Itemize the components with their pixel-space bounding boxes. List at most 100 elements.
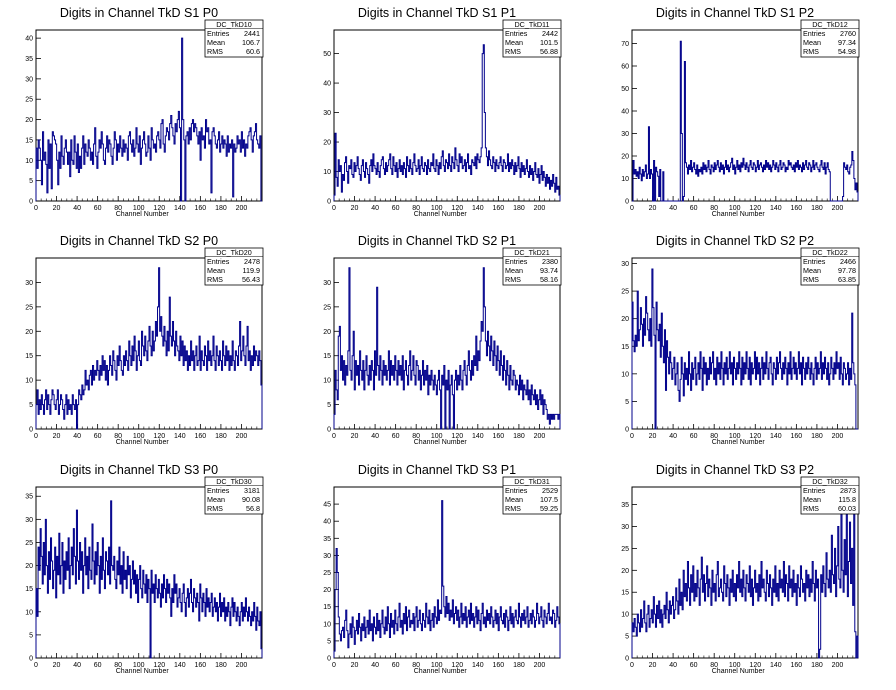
- x-tick-label: 40: [371, 205, 379, 212]
- histogram-series: [35, 267, 263, 430]
- x-tick-label: 200: [236, 205, 248, 212]
- y-tick-label: 10: [621, 371, 629, 378]
- stats-box: [204, 19, 264, 58]
- x-tick-label: 100: [431, 433, 443, 440]
- y-tick-label: 30: [25, 280, 33, 287]
- y-tick-label: 30: [25, 517, 33, 524]
- stats-name: DC_TkD12: [812, 20, 848, 29]
- stats-label: Mean: [505, 38, 523, 47]
- x-tick-label: 0: [34, 433, 38, 440]
- x-tick-label: 160: [791, 662, 803, 669]
- x-tick-label: 20: [53, 662, 61, 669]
- stats-value: 2466: [840, 257, 856, 266]
- x-tick-label: 140: [174, 433, 186, 440]
- y-tick-label: 25: [25, 97, 33, 104]
- y-tick-label: 30: [323, 110, 331, 117]
- x-axis-label: Channel Number: [116, 668, 170, 675]
- x-tick-label: 180: [811, 433, 823, 440]
- x-tick-label: 180: [811, 662, 823, 669]
- y-tick-label: 20: [621, 154, 629, 161]
- y-tick-label: 0: [625, 427, 629, 434]
- histogram-series: [35, 500, 263, 659]
- x-tick-label: 200: [832, 662, 844, 669]
- stats-value: 58.16: [540, 275, 558, 284]
- stats-name: DC_TkD31: [514, 477, 550, 486]
- y-tick-label: 20: [323, 140, 331, 147]
- panel-title: Digits in Channel TkD S3 P1: [358, 463, 516, 477]
- x-tick-label: 100: [133, 205, 145, 212]
- y-tick-label: 20: [323, 329, 331, 336]
- panel-6: Digits in Channel TkD S2 P20 20 40 60 80 100 1…: [621, 234, 860, 446]
- histogram-series: [333, 500, 561, 658]
- y-tick-label: 35: [25, 494, 33, 501]
- stats-value: 97.78: [838, 266, 856, 275]
- y-tick-label: 10: [25, 158, 33, 165]
- x-tick-label: 100: [133, 662, 145, 669]
- stats-box: [800, 19, 860, 58]
- stats-label: RMS: [207, 275, 223, 284]
- y-tick-label: 5: [29, 178, 33, 185]
- x-axis-label: Channel Number: [414, 211, 468, 218]
- y-tick-label: 10: [25, 609, 33, 616]
- panel-8: Digits in Channel TkD S3 P10 20 40 60 80 100 1…: [323, 463, 562, 675]
- stats-value: 63.85: [838, 275, 856, 284]
- stats-value: 60.6: [246, 47, 260, 56]
- stats-label: Entries: [207, 257, 230, 266]
- x-tick-label: 40: [73, 662, 81, 669]
- x-tick-label: 160: [195, 205, 207, 212]
- x-axis-label: Channel Number: [712, 211, 766, 218]
- panel-7: Digits in Channel TkD S3 P00 20 40 60 80 100 1…: [25, 463, 264, 675]
- panel-title: Digits in Channel TkD S2 P0: [60, 234, 218, 248]
- x-tick-label: 200: [534, 205, 546, 212]
- x-tick-label: 120: [451, 433, 463, 440]
- stats-name: DC_TkD20: [216, 248, 252, 257]
- y-tick-label: 5: [625, 399, 629, 406]
- histogram-series: [333, 44, 561, 201]
- y-tick-label: 35: [323, 536, 331, 543]
- stats-label: Mean: [207, 266, 225, 275]
- x-tick-label: 60: [94, 205, 102, 212]
- y-tick-label: 25: [621, 289, 629, 296]
- y-tick-label: 30: [621, 131, 629, 138]
- x-tick-label: 60: [392, 662, 400, 669]
- y-tick-label: 10: [621, 176, 629, 183]
- x-tick-label: 0: [630, 205, 634, 212]
- stats-label: Mean: [207, 495, 225, 504]
- stats-name: DC_TkD22: [812, 248, 848, 257]
- x-tick-label: 140: [770, 433, 782, 440]
- stats-value: 2478: [244, 257, 260, 266]
- y-tick-label: 10: [323, 621, 331, 628]
- stats-label: Mean: [505, 266, 523, 275]
- x-tick-label: 100: [431, 662, 443, 669]
- x-tick-label: 80: [114, 662, 122, 669]
- stats-name: DC_TkD10: [216, 20, 252, 29]
- y-tick-label: 0: [327, 427, 331, 434]
- y-tick-label: 0: [29, 427, 33, 434]
- y-tick-label: 25: [25, 304, 33, 311]
- x-tick-label: 80: [114, 433, 122, 440]
- x-tick-label: 0: [332, 433, 336, 440]
- histogram-series: [632, 40, 859, 202]
- x-axis-label: Channel Number: [116, 439, 170, 446]
- y-tick-label: 15: [25, 137, 33, 144]
- stats-label: Entries: [207, 486, 230, 495]
- y-tick-label: 15: [323, 353, 331, 360]
- y-tick-label: 40: [323, 81, 331, 88]
- x-tick-label: 140: [174, 205, 186, 212]
- stats-name: DC_TkD11: [514, 20, 549, 29]
- panel-title: Digits in Channel TkD S1 P0: [60, 6, 218, 20]
- y-tick-label: 35: [621, 502, 629, 509]
- x-tick-label: 180: [215, 433, 227, 440]
- stats-label: RMS: [505, 504, 521, 513]
- x-tick-label: 20: [53, 433, 61, 440]
- y-tick-label: 50: [323, 51, 331, 58]
- x-axis-label: Channel Number: [712, 439, 766, 446]
- stats-label: Mean: [803, 495, 821, 504]
- stats-box: [204, 476, 264, 515]
- stats-label: Mean: [803, 38, 821, 47]
- panel-title: Digits in Channel TkD S2 P1: [358, 234, 516, 248]
- stats-name: DC_TkD32: [812, 477, 848, 486]
- x-tick-label: 60: [392, 433, 400, 440]
- x-tick-label: 160: [791, 433, 803, 440]
- x-tick-label: 160: [493, 662, 505, 669]
